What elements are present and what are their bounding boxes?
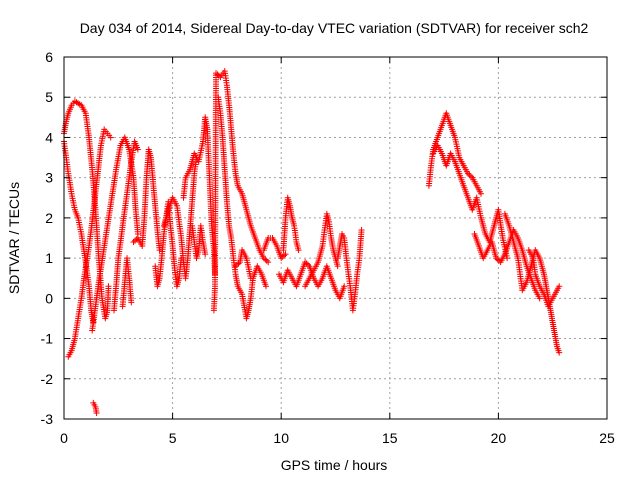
x-tick-label: 20: [491, 430, 507, 446]
data-series-trace-e: [111, 138, 141, 314]
y-tick-label: 2: [45, 210, 53, 226]
grid-lines: [64, 57, 607, 419]
y-tick-label: 4: [45, 129, 53, 145]
data-series-trace-s: [302, 210, 341, 290]
x-tick-label: 15: [382, 430, 398, 446]
data-series-trace-i: [152, 198, 185, 290]
data-series-trace-g: [90, 399, 100, 416]
x-tick-label: 10: [273, 430, 289, 446]
x-tick-label: 25: [599, 430, 615, 446]
y-tick-label: -3: [41, 411, 54, 427]
data-series-trace-d: [89, 134, 141, 334]
data-series-trace-m: [210, 68, 272, 314]
data-series-trace-l: [189, 222, 209, 262]
data-series-trace-h: [130, 146, 163, 254]
data-series-trace-v: [430, 142, 511, 262]
y-tick-label: 5: [45, 89, 53, 105]
y-tick-label: 6: [45, 49, 53, 65]
data-series-trace-n: [215, 94, 269, 322]
y-tick-label: -1: [41, 331, 54, 347]
y-axis-label: SDTVAR / TECUs: [6, 182, 22, 294]
y-tick-label: -2: [41, 371, 54, 387]
y-tick-label: 0: [45, 290, 53, 306]
data-series-trace-k: [180, 114, 218, 278]
plot-frame: [63, 56, 608, 420]
data-series-trace-f: [119, 255, 135, 310]
x-tick-label: 5: [169, 430, 177, 446]
x-axis-label: GPS time / hours: [281, 457, 388, 473]
data-series-trace-q: [280, 194, 302, 254]
data-series-trace-r: [276, 259, 348, 302]
chart-title: Day 034 of 2014, Sidereal Day-to-day VTE…: [80, 20, 589, 36]
data-series-trace-p: [260, 235, 289, 262]
y-tick-label: 1: [45, 250, 53, 266]
x-tick-label: 0: [60, 430, 68, 446]
data-series-trace-c: [65, 126, 114, 360]
data-series-trace-o: [232, 247, 254, 282]
y-tick-label: 3: [45, 170, 53, 186]
data-series-trace-j: [160, 154, 200, 282]
data-series-trace-t: [334, 226, 365, 314]
data-series-trace-y: [525, 247, 563, 310]
axis-ticks: 0 5 10 15 20 25 -3 -2 -1 0 1 2 3 4 5 6: [41, 49, 615, 446]
